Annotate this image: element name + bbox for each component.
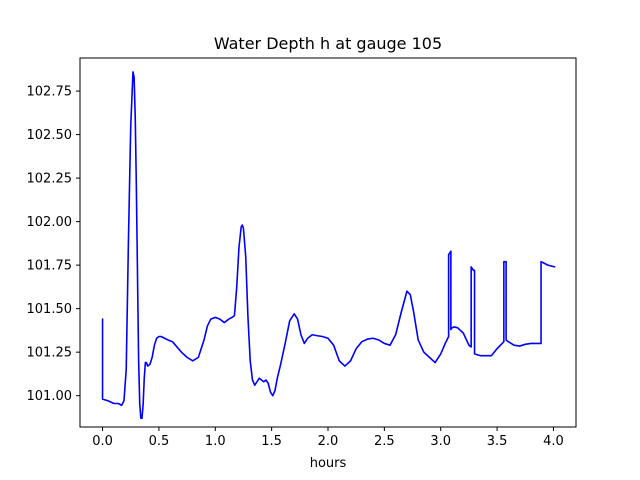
x-tick-label: 2.5 xyxy=(374,434,395,449)
x-axis-ticks: 0.0 0.5 1.0 1.5 2.0 2.5 3.0 3.5 4.0 xyxy=(92,427,564,449)
x-tick-label: 3.0 xyxy=(430,434,451,449)
plot-area-frame xyxy=(79,57,577,428)
x-tick-label: 2.0 xyxy=(318,434,339,449)
x-tick-label: 4.0 xyxy=(543,434,564,449)
series-line-water-depth xyxy=(101,71,556,420)
y-tick-label: 102.00 xyxy=(27,215,73,230)
y-tick-label: 102.75 xyxy=(27,85,73,100)
y-axis-ticks: 101.00 101.25 101.50 101.75 102.00 102.25 102.… xyxy=(27,85,80,404)
y-tick-label: 101.75 xyxy=(27,259,73,274)
y-tick-label: 101.00 xyxy=(27,389,73,404)
y-tick-label: 101.50 xyxy=(27,302,73,317)
x-tick-label: 1.5 xyxy=(261,434,282,449)
y-tick-label: 101.25 xyxy=(27,346,73,361)
chart-title: Water Depth h at gauge 105 xyxy=(214,34,442,53)
y-tick-label: 102.50 xyxy=(27,128,73,143)
x-tick-label: 1.0 xyxy=(205,434,226,449)
x-tick-label: 0.0 xyxy=(92,434,113,449)
x-axis-label: hours xyxy=(310,456,347,471)
x-tick-label: 0.5 xyxy=(149,434,170,449)
y-tick-label: 102.25 xyxy=(27,172,73,187)
x-tick-label: 3.5 xyxy=(487,434,508,449)
